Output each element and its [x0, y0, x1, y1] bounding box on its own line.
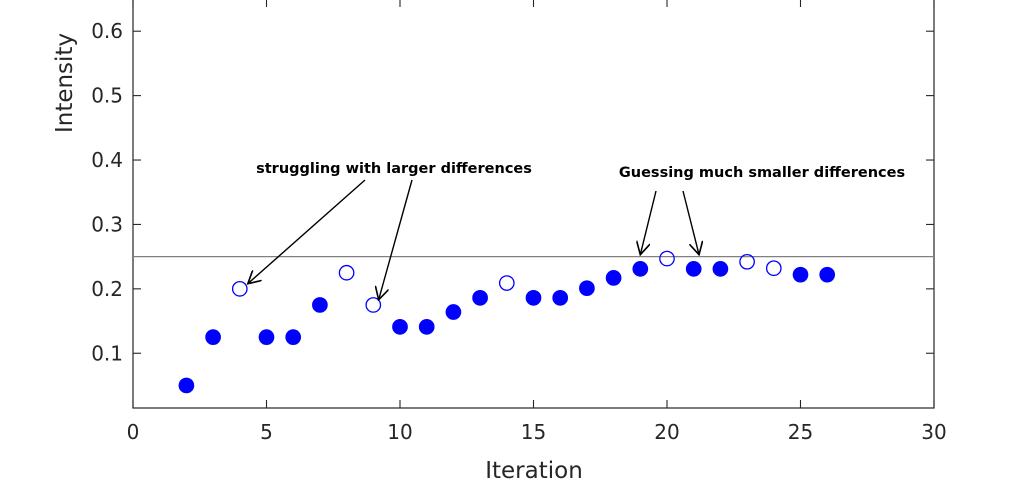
data-point-open	[338, 264, 355, 281]
data-point-filled	[392, 318, 408, 335]
data-point-open	[231, 280, 248, 297]
data-point-filled	[712, 261, 729, 277]
x-tick-label: 5	[260, 420, 273, 444]
y-tick-label: 0.3	[91, 212, 123, 236]
x-tick-label: 0	[127, 420, 140, 444]
annotation-arrow	[248, 179, 366, 284]
data-point-open	[765, 260, 782, 277]
data-point-filled	[632, 261, 649, 277]
data-point-filled	[472, 290, 488, 306]
x-tick-label: 20	[654, 420, 679, 444]
x-tick-label: 30	[921, 420, 946, 444]
x-tick-label: 25	[788, 420, 813, 444]
data-point-filled	[178, 377, 195, 394]
y-tick-label: 0.1	[91, 341, 123, 365]
x-tick-label: 10	[387, 420, 412, 444]
y-tick-label: 0.2	[91, 277, 123, 301]
annotation-struggling-text: struggling with larger differences	[256, 161, 532, 177]
data-point-filled	[445, 304, 462, 320]
y-tick-label: 0.6	[91, 19, 123, 43]
data-point-filled	[685, 261, 702, 277]
data-point-filled	[205, 329, 221, 345]
data-point-open	[365, 297, 382, 313]
y-tick-label: 0.5	[91, 84, 123, 108]
annotation-guessing-text: Guessing much smaller differences	[619, 165, 905, 181]
data-point-filled	[258, 329, 275, 345]
data-point-filled	[525, 290, 542, 306]
plot-area	[132, 0, 935, 409]
data-point-filled	[579, 280, 595, 297]
data-point-filled	[285, 329, 302, 345]
plot-box	[132, 0, 935, 409]
annotations: struggling with larger differences Guess…	[248, 161, 905, 300]
data-point-filled	[605, 270, 622, 286]
data-point-filled	[819, 266, 836, 283]
data-point-filled	[312, 297, 328, 313]
annotation-arrow	[640, 190, 657, 255]
y-axis-label: Intensity	[52, 33, 78, 133]
annotation-arrow	[682, 190, 699, 255]
x-tick-label: 15	[521, 420, 546, 444]
data-points	[178, 250, 836, 394]
data-point-open	[739, 253, 755, 270]
annotation-arrow	[379, 179, 413, 300]
data-point-open	[659, 250, 675, 267]
data-point-filled	[792, 266, 809, 283]
data-point-open	[498, 275, 515, 291]
data-point-filled	[418, 318, 435, 335]
y-tick-label: 0.4	[91, 148, 123, 172]
axis-ticks: 0 5 10 15 20 25 30 0.1 0.2 0.3 0.4 0.5 0.6	[91, 0, 947, 444]
x-axis-label: Iteration	[485, 458, 583, 484]
data-point-filled	[552, 290, 569, 306]
